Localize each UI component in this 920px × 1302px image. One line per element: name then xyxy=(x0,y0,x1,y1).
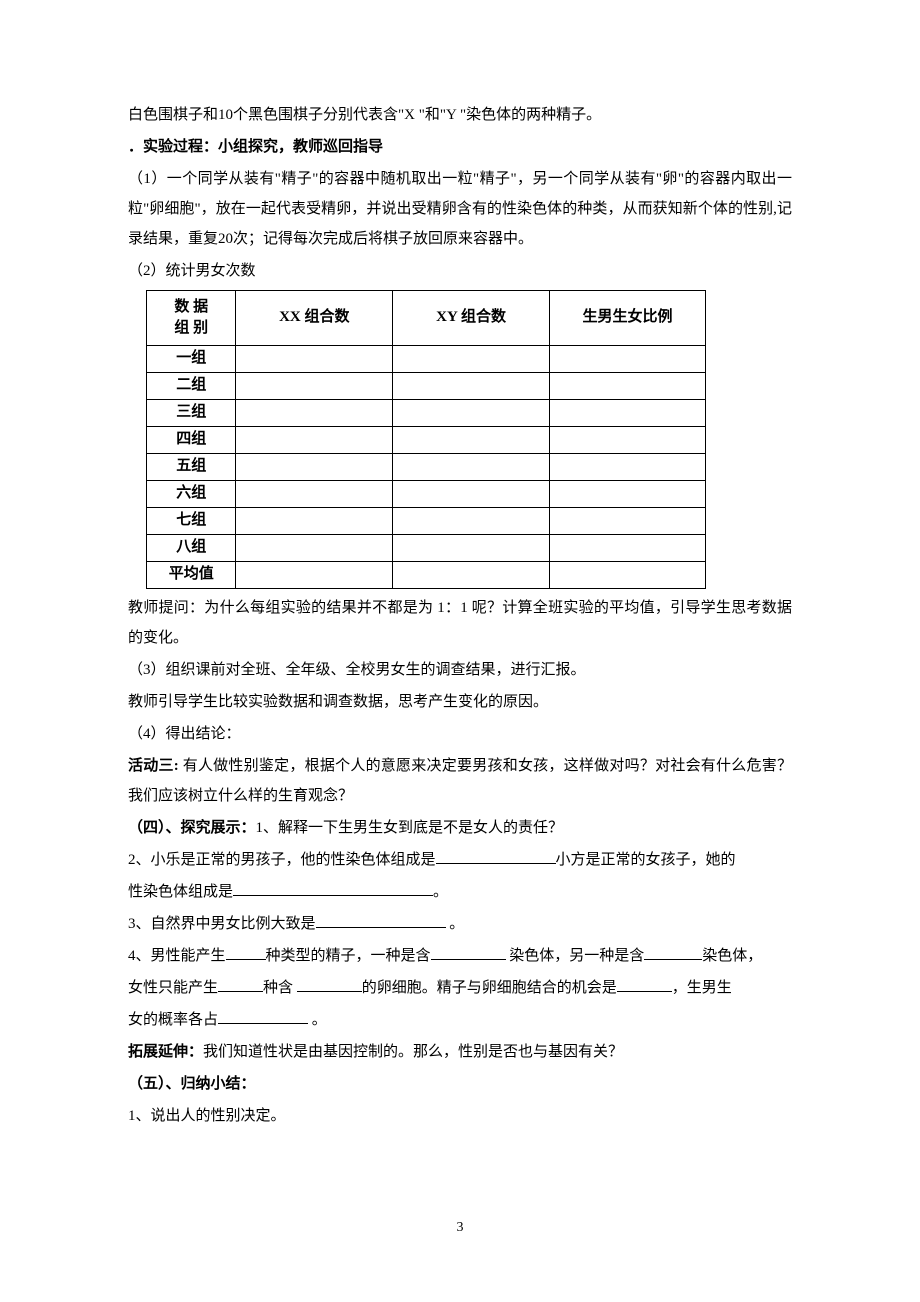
blank-field xyxy=(617,976,672,992)
step-3: （3）组织课前对全班、全年级、全校男女生的调查结果，进行汇报。 xyxy=(128,655,792,685)
blank-field xyxy=(431,944,506,960)
table-row: 六组 xyxy=(147,481,706,508)
section-4-q4-line1: 4、男性能产生种类型的精子，一种是含 染色体，另一种是含染色体， xyxy=(128,941,792,971)
table-row: 四组 xyxy=(147,427,706,454)
section-4-q4-line2: 女性只能产生种含 的卵细胞。精子与卵细胞结合的机会是，生男生 xyxy=(128,973,792,1003)
blank-field xyxy=(644,944,702,960)
header-xy: XY 组合数 xyxy=(393,291,550,346)
table-row: 五组 xyxy=(147,454,706,481)
intro-paragraph: 白色围棋子和10个黑色围棋子分别代表含"X "和"Y "染色体的两种精子。 xyxy=(128,100,792,130)
activity-3-label: 活动三: xyxy=(128,758,179,774)
table-row: 平均值 xyxy=(147,562,706,589)
section-4-label: （四）、探究展示： xyxy=(128,820,256,836)
page-number: 3 xyxy=(0,1214,920,1242)
step-1: （1）一个同学从装有"精子"的容器中随机取出一粒"精子"，另一个同学从装有"卵"… xyxy=(128,164,792,254)
section-4-q2-line2: 性染色体组成是。 xyxy=(128,877,792,907)
blank-field xyxy=(233,880,433,896)
section-4-q3: 3、自然界中男女比例大致是 。 xyxy=(128,909,792,939)
table-row: 七组 xyxy=(147,508,706,535)
section-5-item-1: 1、说出人的性别决定。 xyxy=(128,1101,792,1131)
blank-field xyxy=(226,944,266,960)
section-5-label: （五）、归纳小结： xyxy=(128,1069,792,1099)
table-header-row: 数 据 组 别 XX 组合数 XY 组合数 生男生女比例 xyxy=(147,291,706,346)
blank-field xyxy=(436,848,556,864)
extension-text: 我们知道性状是由基因控制的。那么，性别是否也与基因有关？ xyxy=(203,1044,623,1060)
table-body: 一组 二组 三组 四组 五组 六组 七组 八组 平均值 xyxy=(147,346,706,589)
header-ratio: 生男生女比例 xyxy=(549,291,705,346)
document-page: 白色围棋子和10个黑色围棋子分别代表含"X "和"Y "染色体的两种精子。 ．实… xyxy=(0,0,920,1302)
activity-3-text: 有人做性别鉴定，根据个人的意愿来决定要男孩和女孩，这样做对吗？对社会有什么危害？… xyxy=(128,758,792,804)
table-row: 三组 xyxy=(147,400,706,427)
table-row: 八组 xyxy=(147,535,706,562)
step-2-intro: （2）统计男女次数 xyxy=(128,256,792,286)
data-table: 数 据 组 别 XX 组合数 XY 组合数 生男生女比例 一组 二组 三组 四组… xyxy=(146,290,706,589)
blank-field xyxy=(297,976,362,992)
activity-3: 活动三: 有人做性别鉴定，根据个人的意愿来决定要男孩和女孩，这样做对吗？对社会有… xyxy=(128,751,792,811)
extension: 拓展延伸：我们知道性状是由基因控制的。那么，性别是否也与基因有关？ xyxy=(128,1037,792,1067)
table-row: 一组 xyxy=(147,346,706,373)
header-xx: XX 组合数 xyxy=(236,291,393,346)
teacher-question-1: 教师提问：为什么每组实验的结果并不都是为 1：1 呢？计算全班实验的平均值，引导… xyxy=(128,593,792,653)
q1-text: 1、解释一下生男生女到底是不是女人的责任？ xyxy=(256,820,564,836)
table-row: 二组 xyxy=(147,373,706,400)
section-4-q1: （四）、探究展示：1、解释一下生男生女到底是不是女人的责任？ xyxy=(128,813,792,843)
blank-field xyxy=(316,912,446,928)
section-4-q2-line1: 2、小乐是正常的男孩子，他的性染色体组成是小方是正常的女孩子，她的 xyxy=(128,845,792,875)
blank-field xyxy=(218,1008,308,1024)
blank-field xyxy=(218,976,263,992)
step-4: （4）得出结论： xyxy=(128,719,792,749)
header-group: 数 据 组 别 xyxy=(147,291,236,346)
teacher-guide: 教师引导学生比较实验数据和调查数据，思考产生变化的原因。 xyxy=(128,687,792,717)
experiment-process-heading: ．实验过程：小组探究，教师巡回指导 xyxy=(128,132,792,162)
section-4-q4-line3: 女的概率各占 。 xyxy=(128,1005,792,1035)
extension-label: 拓展延伸： xyxy=(128,1044,203,1060)
